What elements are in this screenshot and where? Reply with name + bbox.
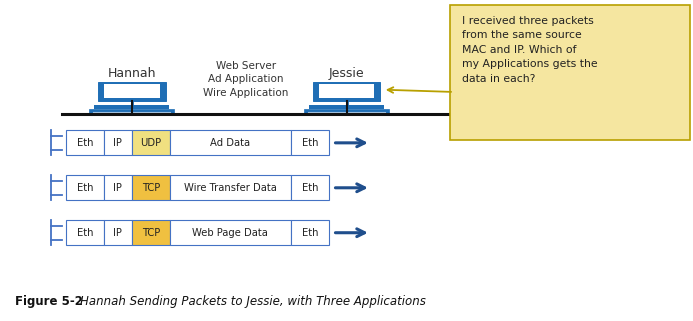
Bar	[66, 175, 104, 200]
Text: Hannah: Hannah	[107, 66, 156, 80]
Bar	[319, 84, 374, 98]
Bar	[304, 109, 389, 114]
Text: TCP: TCP	[141, 183, 160, 193]
Bar	[66, 220, 104, 245]
Bar	[104, 84, 159, 98]
Bar	[132, 175, 170, 200]
Text: Figure 5-2: Figure 5-2	[15, 295, 83, 308]
Bar	[170, 175, 291, 200]
Bar	[104, 175, 132, 200]
Bar	[309, 105, 384, 109]
Text: Hannah Sending Packets to Jessie, with Three Applications: Hannah Sending Packets to Jessie, with T…	[80, 295, 426, 308]
Text: Web Server
Ad Application
Wire Application: Web Server Ad Application Wire Applicati…	[203, 61, 289, 98]
Text: Eth: Eth	[302, 138, 318, 148]
Text: IP: IP	[114, 138, 122, 148]
Bar	[132, 130, 170, 155]
Text: IP: IP	[114, 228, 122, 238]
Text: Eth: Eth	[302, 228, 318, 238]
Text: Eth: Eth	[302, 183, 318, 193]
FancyBboxPatch shape	[450, 5, 690, 140]
Text: UDP: UDP	[140, 138, 161, 148]
Text: TCP: TCP	[141, 228, 160, 238]
Bar	[98, 82, 166, 101]
Text: Wire Transfer Data: Wire Transfer Data	[184, 183, 277, 193]
Bar	[66, 130, 104, 155]
Bar	[291, 220, 329, 245]
Bar	[104, 220, 132, 245]
Bar	[89, 109, 174, 114]
Bar	[313, 82, 380, 101]
Bar	[132, 220, 170, 245]
Text: Ad Data: Ad Data	[211, 138, 250, 148]
Text: Web Page Data: Web Page Data	[193, 228, 268, 238]
Bar	[94, 105, 169, 109]
Text: IP: IP	[114, 183, 122, 193]
Text: Eth: Eth	[77, 138, 93, 148]
Bar	[104, 130, 132, 155]
Bar	[291, 175, 329, 200]
Text: Jessie: Jessie	[328, 66, 365, 80]
Text: I received three packets
from the same source
MAC and IP. Which of
my Applicatio: I received three packets from the same s…	[462, 16, 598, 84]
Bar	[170, 130, 291, 155]
Bar	[170, 220, 291, 245]
Bar	[291, 130, 329, 155]
Text: Eth: Eth	[77, 183, 93, 193]
Text: Eth: Eth	[77, 228, 93, 238]
